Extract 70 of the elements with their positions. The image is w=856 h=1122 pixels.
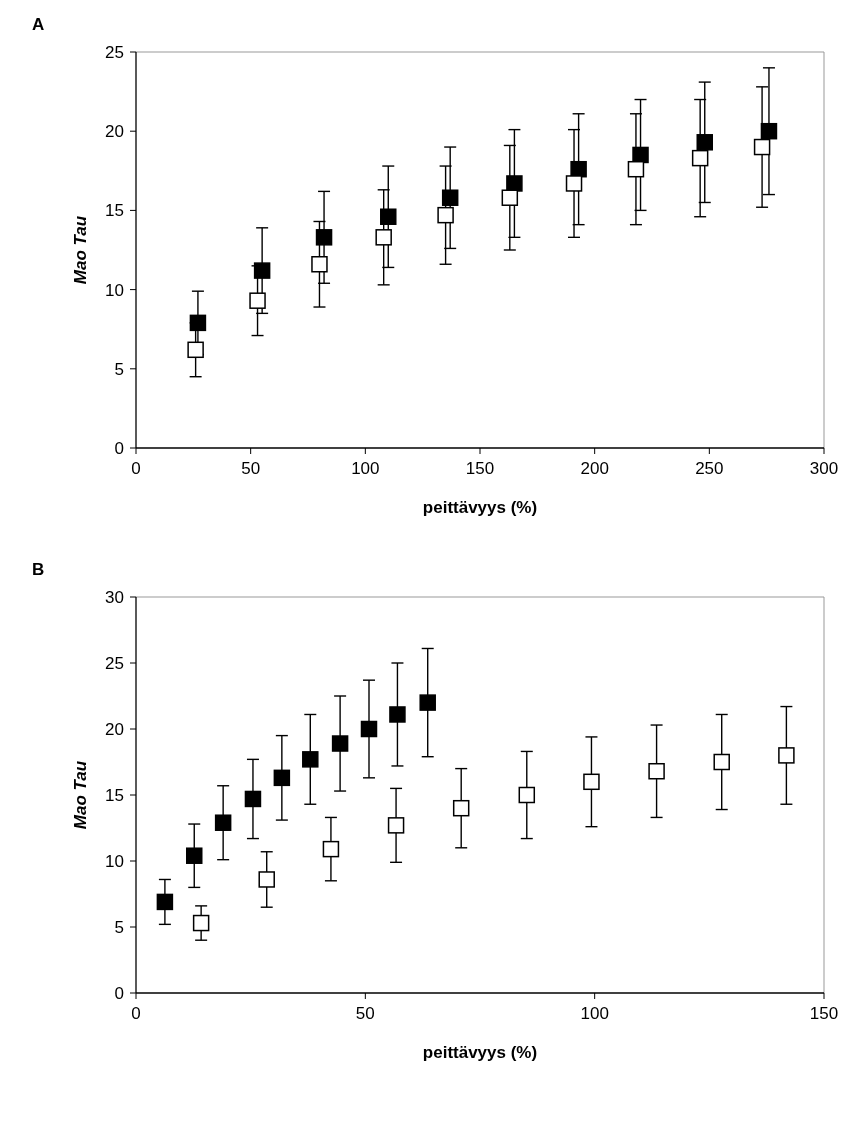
- y-tick-label: 20: [105, 720, 124, 739]
- point: [189, 314, 207, 332]
- x-tick-label: 150: [809, 1004, 839, 1023]
- x-tick-label: 250: [695, 459, 724, 478]
- y-tick-label: 15: [105, 786, 124, 805]
- point: [778, 747, 795, 764]
- y-tick-label: 5: [114, 918, 124, 937]
- y-tick-label: 0: [114, 439, 124, 458]
- point: [244, 790, 262, 808]
- x-tick-label: 300: [809, 459, 839, 478]
- x-tick-label: 100: [580, 1004, 609, 1023]
- y-tick-label: 15: [105, 201, 124, 221]
- y-tick-label: 5: [114, 359, 124, 379]
- point: [315, 229, 333, 246]
- point: [565, 175, 583, 192]
- x-tick-label: 50: [241, 459, 261, 478]
- x-tick-label: 0: [131, 1004, 141, 1023]
- y-tick-label: 20: [105, 122, 124, 142]
- point: [156, 893, 174, 911]
- point: [419, 694, 436, 711]
- point: [441, 189, 459, 206]
- y-tick-label: 0: [114, 984, 124, 1003]
- point: [713, 753, 730, 771]
- y-tick-label: 30: [105, 588, 124, 607]
- point: [501, 189, 519, 206]
- chart-title: A: [32, 15, 45, 34]
- point: [753, 138, 771, 156]
- point: [273, 769, 291, 787]
- point: [311, 256, 328, 273]
- x-tick-label: 150: [465, 459, 495, 478]
- point: [214, 814, 232, 831]
- point: [380, 208, 397, 225]
- point: [375, 229, 392, 246]
- y-axis-title: Mao Tau: [71, 215, 90, 285]
- x-tick-label: 100: [351, 459, 380, 478]
- chart-title: B: [32, 560, 45, 579]
- point: [452, 799, 470, 817]
- point: [360, 720, 378, 738]
- point: [389, 706, 406, 723]
- point: [253, 262, 271, 279]
- x-tick-label: 0: [131, 459, 141, 478]
- point: [648, 762, 665, 780]
- point: [583, 773, 600, 791]
- y-axis-title: Mao Tau: [71, 760, 90, 830]
- x-tick-label: 200: [580, 459, 609, 478]
- point: [387, 817, 405, 834]
- point: [322, 840, 340, 858]
- point: [696, 134, 713, 151]
- point: [437, 206, 454, 224]
- y-tick-label: 10: [105, 852, 124, 871]
- point: [192, 914, 210, 932]
- point: [627, 160, 645, 178]
- point: [632, 146, 649, 164]
- point: [187, 341, 204, 359]
- y-tick-label: 25: [105, 43, 124, 62]
- y-tick-label: 10: [105, 280, 124, 300]
- point: [506, 175, 523, 192]
- point: [760, 122, 778, 140]
- x-tick-label: 50: [355, 1004, 375, 1023]
- x-axis-title: peittävyys (%): [422, 1043, 538, 1062]
- point: [331, 735, 349, 752]
- y-tick-label: 25: [105, 654, 124, 673]
- x-axis-title: peittävyys (%): [422, 498, 538, 517]
- point: [186, 847, 203, 864]
- point: [258, 871, 275, 888]
- point: [691, 149, 709, 167]
- point: [249, 292, 266, 309]
- point: [302, 751, 319, 768]
- point: [570, 160, 587, 178]
- point: [518, 786, 536, 804]
